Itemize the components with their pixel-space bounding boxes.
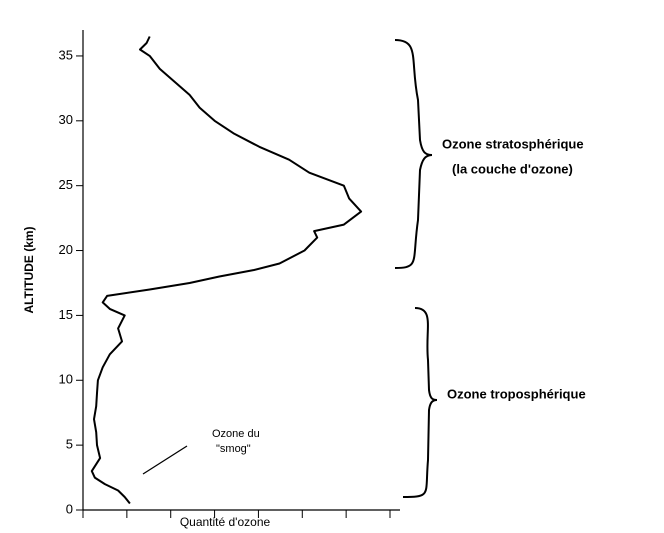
brace — [394, 39, 433, 269]
y-tick-label: 25 — [59, 177, 73, 192]
annotation: "smog" — [216, 443, 251, 455]
y-tick-label: 5 — [66, 437, 73, 452]
annotation: Ozone troposphérique — [447, 386, 586, 401]
brace — [402, 307, 438, 498]
y-tick-label: 10 — [59, 372, 73, 387]
y-axis-label: ALTITUDE (km) — [22, 226, 36, 313]
ozone-profile — [90, 36, 363, 505]
annotation: Ozone du — [212, 428, 260, 440]
y-tick-label: 0 — [66, 501, 73, 516]
y-tick-label: 15 — [59, 307, 73, 322]
y-tick-label: 30 — [59, 112, 73, 127]
pointer-line — [142, 445, 188, 475]
annotation: Ozone stratosphérique — [442, 136, 584, 151]
y-tick-label: 20 — [59, 242, 73, 257]
annotation: (la couche d'ozone) — [452, 161, 573, 176]
x-axis-label: Quantité d'ozone — [180, 515, 271, 529]
y-tick-label: 35 — [59, 47, 73, 62]
